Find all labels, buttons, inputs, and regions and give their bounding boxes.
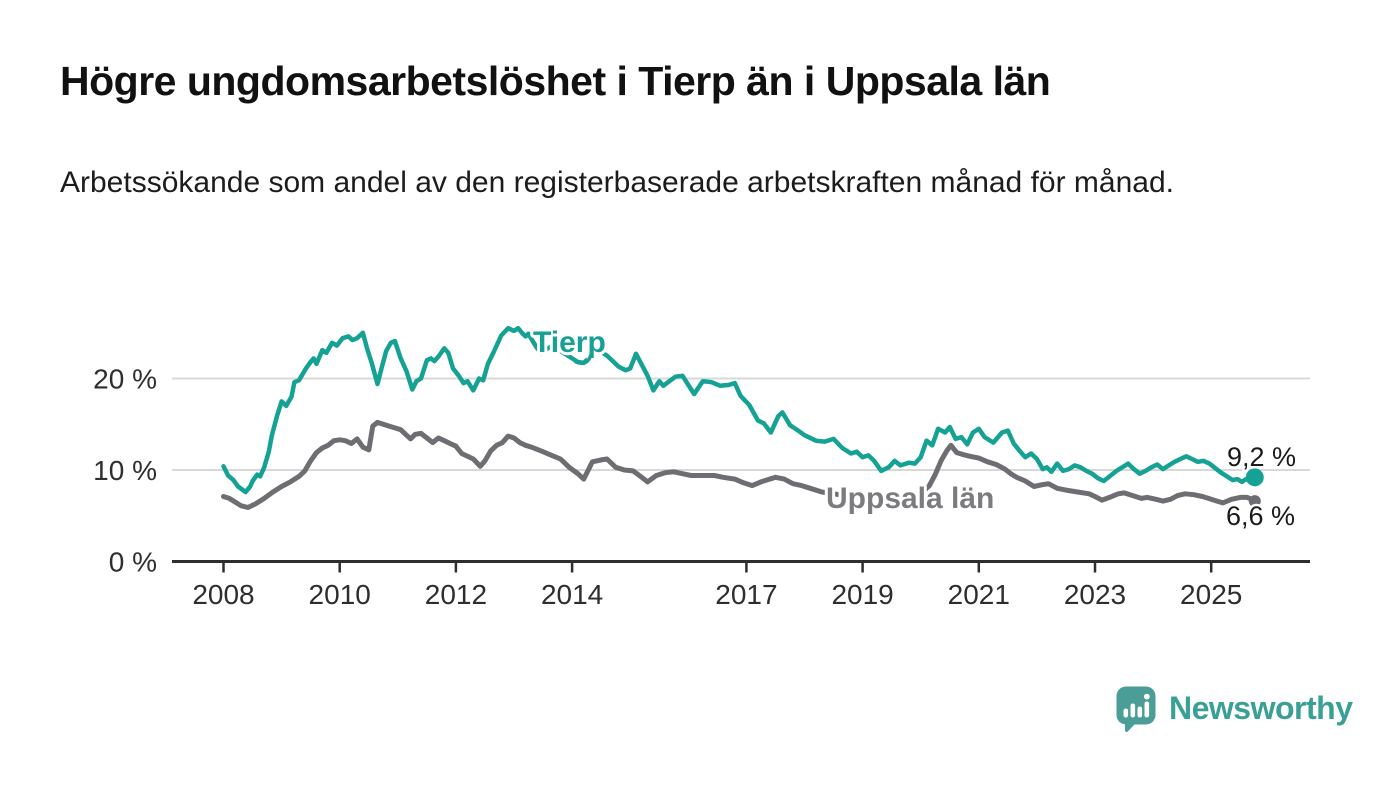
x-axis-tick-label: 2025 [1180,579,1242,610]
x-axis-tick-label: 2012 [425,579,487,610]
newsworthy-logo: Newsworthy [1113,684,1353,733]
uppsala-end-value-label: 6,6 % [1226,501,1295,531]
tierp-end-dot [1245,468,1264,487]
newsworthy-logo-text: Newsworthy [1169,690,1353,726]
x-axis-tick-label: 2023 [1064,579,1126,610]
exclamation-bar [1144,701,1150,718]
tierp-series-label: Tierp [533,326,606,359]
tierp-label-connector [574,347,594,365]
x-axis-tick-label: 2010 [309,579,371,610]
tierp-end-value-label: 9,2 % [1227,442,1296,472]
chart-subtitle: Arbetssökande som andel av den registerb… [60,166,1174,199]
x-axis-tick-label: 2014 [541,579,603,610]
uppsala-series-label: Uppsala län [826,482,994,515]
speech-bubble-shape [1116,686,1156,733]
tierp-line [221,325,1258,495]
x-axis-tick-label: 2019 [831,579,893,610]
chart-title: Högre ungdomsarbetslöshet i Tierp än i U… [60,58,1051,104]
y-axis-tick-label: 10 % [93,455,157,486]
uppsala-line [221,419,1258,510]
y-axis-tick-label: 20 % [93,364,157,395]
newsworthy-logo-icon [1116,686,1156,733]
y-axis-tick-label: 0 % [109,547,157,578]
exclamation-dot [1143,693,1150,700]
bar-chart-glyph [1123,693,1150,718]
uppsala-end-dot [1248,495,1261,508]
x-axis-tick-label: 2021 [948,579,1010,610]
x-axis-tick-label: 2008 [192,579,254,610]
x-axis-tick-label: 2017 [715,579,777,610]
